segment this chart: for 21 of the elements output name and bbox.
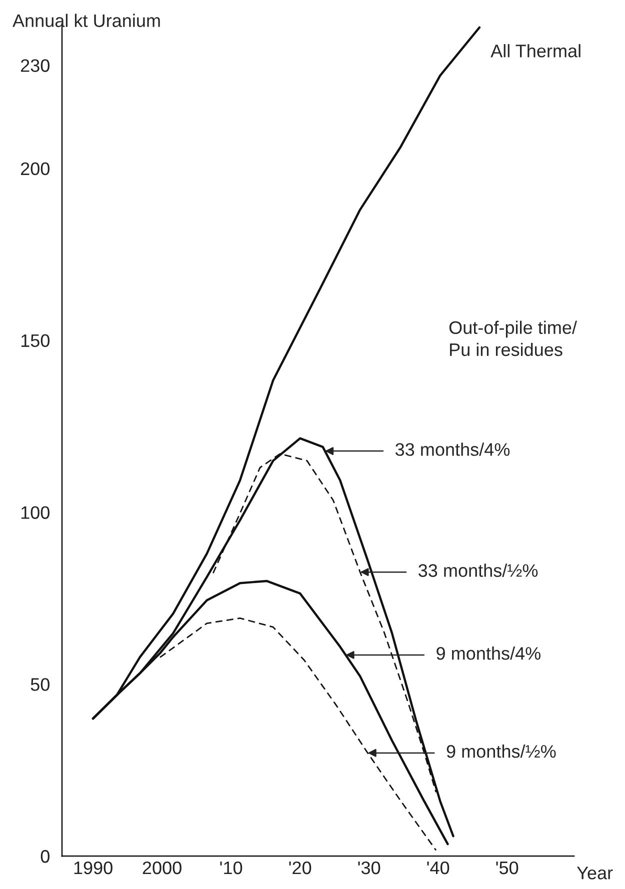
annotation: 9 months/4%: [436, 646, 540, 660]
x-axis-title: Year: [576, 866, 613, 880]
y-tick-label: 50: [30, 678, 50, 691]
x-tick-label: '20: [289, 861, 312, 874]
y-tick-label: 230: [20, 59, 50, 72]
y-tick-label: 100: [21, 506, 50, 519]
annotation: 33 months/4%: [395, 442, 510, 456]
y-axis-title: Annual kt Uranium: [12, 14, 160, 28]
y-tick-label: 150: [21, 334, 50, 348]
y-tick-label: 200: [20, 162, 50, 176]
x-tick-label: '30: [358, 861, 380, 874]
annotation: All Thermal: [490, 44, 580, 58]
x-tick-label: '10: [220, 861, 242, 874]
x-tick-label: 2000: [142, 861, 182, 874]
x-tick-label: '50: [496, 861, 518, 874]
y-tick-label: 0: [40, 850, 50, 863]
x-tick-label: '40: [427, 861, 450, 874]
x-tick-label: 1990: [74, 861, 112, 874]
annotation: Out-of-pile time/ Pu in residues: [449, 320, 577, 356]
annotation: 33 months/½%: [418, 564, 538, 577]
annotation: 9 months/½%: [446, 744, 556, 758]
